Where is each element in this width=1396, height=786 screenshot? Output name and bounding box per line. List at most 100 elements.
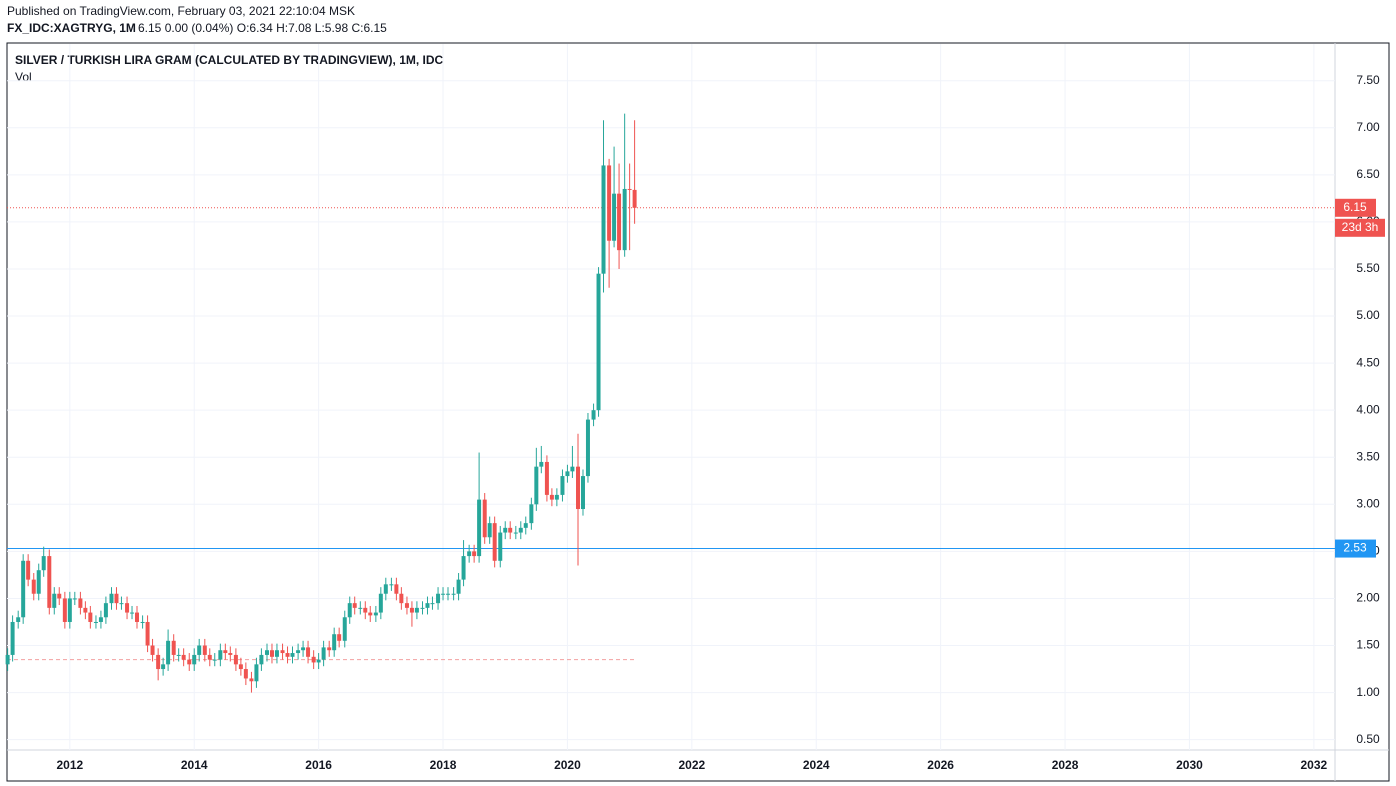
- candle-body: [529, 504, 534, 524]
- candle-body: [83, 607, 88, 613]
- candle-body: [5, 654, 10, 665]
- candle-body: [627, 188, 632, 190]
- candle-body: [290, 653, 295, 657]
- countdown-box: [1335, 218, 1385, 237]
- candle-body: [425, 603, 430, 608]
- x-tick-label: 2012: [56, 758, 83, 772]
- candle-body: [373, 612, 378, 616]
- candle-body: [306, 647, 311, 657]
- candle-body: [161, 664, 166, 670]
- price-label-box: [1335, 198, 1376, 217]
- candle-body: [337, 634, 342, 641]
- candle-body: [503, 527, 508, 533]
- x-tick-label: 2018: [430, 758, 457, 772]
- candle-body: [176, 654, 181, 656]
- y-tick-label: 7.00: [1356, 120, 1380, 134]
- symbol: FX_IDC:XAGTRYG, 1M: [7, 21, 136, 35]
- candle-body: [36, 570, 41, 594]
- y-tick-label: 2.00: [1356, 591, 1380, 605]
- candle-body: [622, 188, 627, 251]
- candle-body: [280, 650, 285, 654]
- candle-body: [580, 476, 585, 510]
- candle-body: [378, 593, 383, 613]
- candle-body: [472, 551, 477, 557]
- x-tick-label: 2026: [927, 758, 954, 772]
- candle-body: [352, 603, 357, 608]
- candle-body: [358, 607, 363, 609]
- candle-body: [487, 523, 492, 538]
- y-tick-label: 7.50: [1356, 73, 1380, 87]
- x-tick-label: 2028: [1052, 758, 1079, 772]
- candle-body: [274, 650, 279, 657]
- x-tick-label: 2014: [181, 758, 208, 772]
- published: Published on TradingView.com, February 0…: [7, 4, 355, 18]
- candle-body: [513, 532, 518, 534]
- candle-body: [88, 612, 93, 622]
- candle-body: [461, 556, 466, 580]
- candle-body: [171, 640, 176, 655]
- candle-body: [207, 654, 212, 660]
- candle-body: [78, 598, 83, 608]
- x-tick-label: 2020: [554, 758, 581, 772]
- candle-body: [576, 466, 581, 510]
- candle-body: [585, 419, 590, 477]
- candle-body: [607, 165, 612, 241]
- candle-body: [285, 653, 290, 657]
- candle-body: [347, 603, 352, 618]
- candle-body: [414, 607, 419, 613]
- price-label-box: [1335, 539, 1376, 558]
- candle-body: [181, 654, 186, 660]
- candle-body: [404, 603, 409, 608]
- candle-body: [265, 650, 270, 655]
- candle-body: [332, 634, 337, 651]
- candle-body: [269, 650, 274, 657]
- y-tick-label: 5.00: [1356, 308, 1380, 322]
- price-label: 6.15: [1343, 200, 1367, 214]
- x-tick-label: 2030: [1176, 758, 1203, 772]
- candle-body: [430, 603, 435, 605]
- candle-body: [492, 523, 497, 561]
- candle-body: [467, 551, 472, 557]
- y-tick-label: 5.50: [1356, 261, 1380, 275]
- candle-body: [197, 645, 202, 655]
- candle-body: [311, 656, 316, 663]
- chart-title: SILVER / TURKISH LIRA GRAM (CALCULATED B…: [15, 53, 444, 67]
- countdown-label: 23d 3h: [1342, 220, 1379, 234]
- candle-body: [130, 612, 135, 614]
- candle-body: [135, 612, 140, 622]
- candle-body: [436, 593, 441, 604]
- candle-body: [565, 471, 570, 477]
- candle-body: [145, 621, 150, 646]
- candle-body: [612, 193, 617, 241]
- x-tick-label: 2022: [678, 758, 705, 772]
- candle-body: [477, 499, 482, 557]
- candle-body: [518, 527, 523, 533]
- candle-body: [114, 593, 119, 604]
- candle-body: [301, 647, 306, 651]
- candle-body: [617, 193, 622, 251]
- candle-body: [296, 650, 301, 654]
- candle-body: [228, 653, 233, 655]
- candle-body: [544, 461, 549, 495]
- x-tick-label: 2032: [1301, 758, 1328, 772]
- candle-body: [451, 593, 456, 595]
- candle-body: [534, 466, 539, 505]
- y-tick-label: 1.50: [1356, 638, 1380, 652]
- y-tick-label: 6.50: [1356, 167, 1380, 181]
- candle-body: [31, 579, 36, 594]
- candle-body: [93, 621, 98, 623]
- y-tick-label: 4.50: [1356, 355, 1380, 369]
- candle-body: [223, 650, 228, 654]
- candle-body: [212, 659, 217, 661]
- candle-body: [420, 607, 425, 609]
- candle-body: [21, 560, 26, 618]
- candle-body: [140, 621, 145, 623]
- y-tick-label: 3.50: [1356, 449, 1380, 463]
- candle-body: [632, 189, 637, 208]
- candle-body: [150, 645, 155, 655]
- candle-body: [243, 669, 248, 679]
- quote: 6.15 0.00 (0.04%) O:6.34 H:7.08 L:5.98 C…: [138, 21, 387, 35]
- candle-body: [409, 607, 414, 613]
- y-tick-label: 0.50: [1356, 732, 1380, 746]
- candle-body: [342, 617, 347, 641]
